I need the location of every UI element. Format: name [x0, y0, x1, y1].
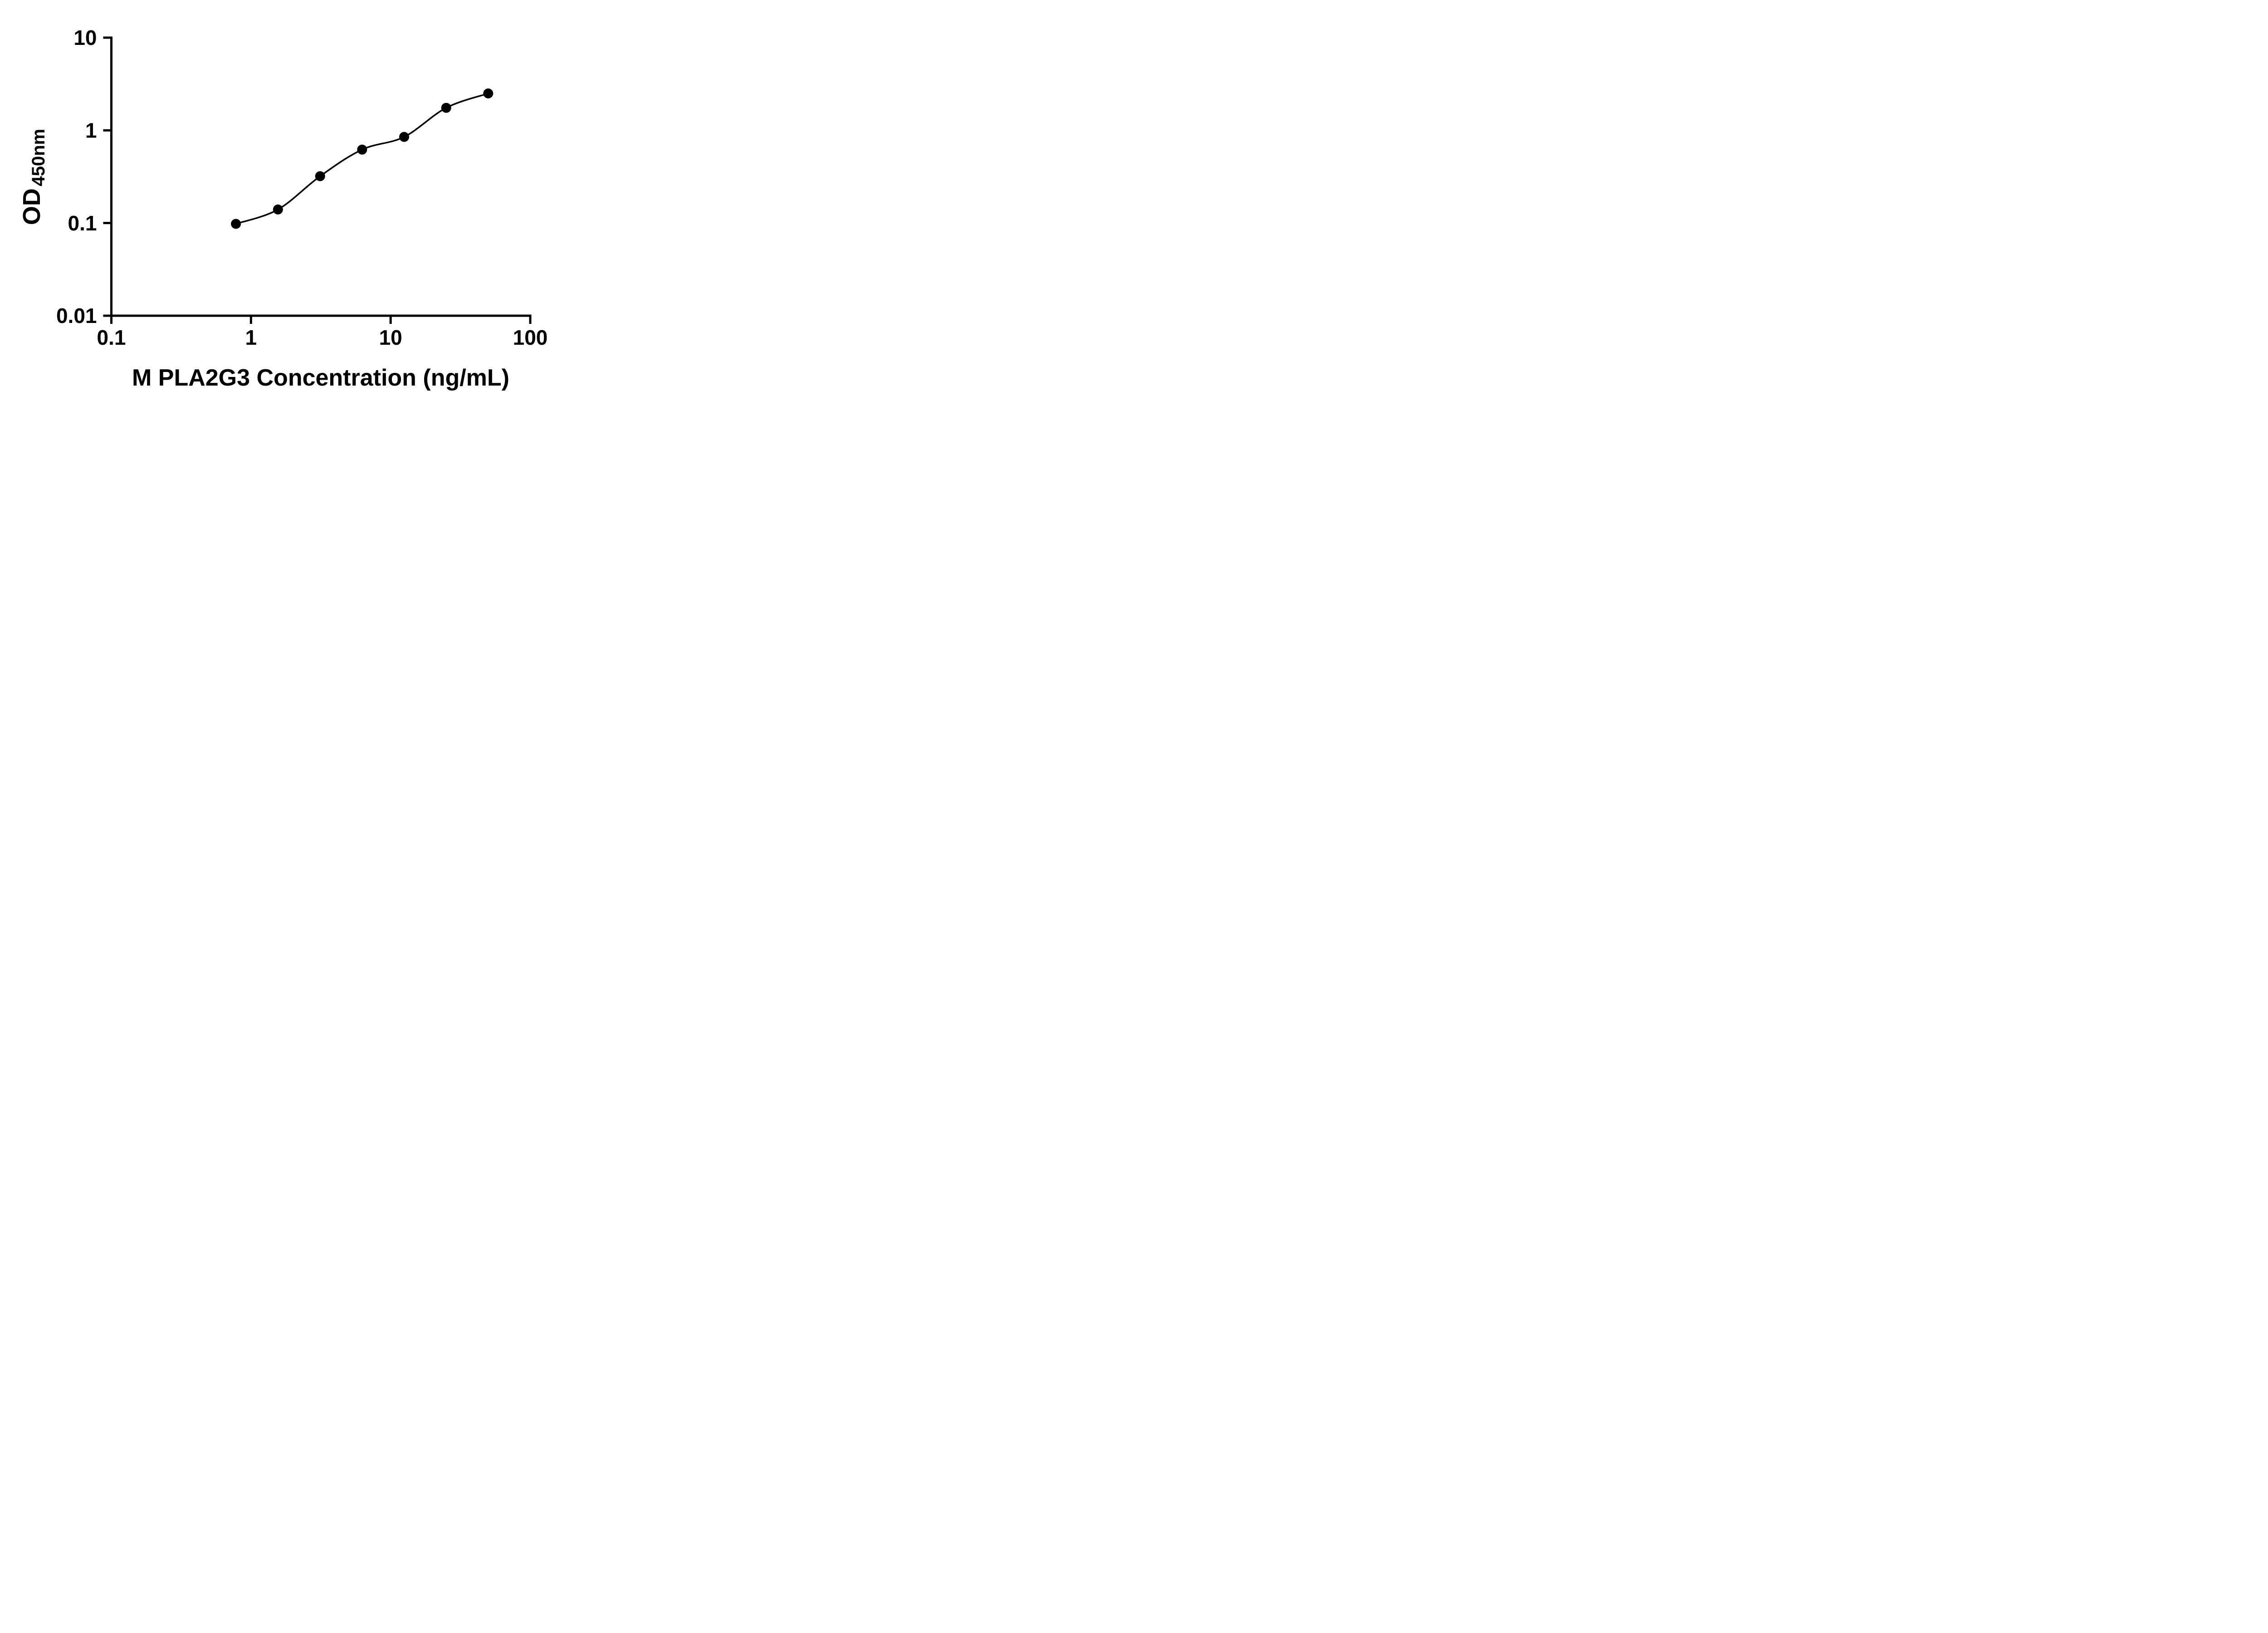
x-tick-label: 10	[379, 326, 402, 349]
x-axis-title: M PLA2G3 Concentration (ng/mL)	[132, 365, 509, 391]
data-point	[357, 144, 367, 155]
y-axis-title-subscript: 450nm	[29, 129, 49, 186]
y-tick-label: 10	[73, 26, 97, 49]
fit-curve	[235, 93, 489, 225]
y-axis-title-main: OD	[18, 188, 45, 225]
y-tick-label: 1	[85, 118, 97, 142]
data-point	[273, 204, 283, 215]
data-point	[231, 219, 241, 229]
chart-page: 0.1 1 10 100 0.01 0.1 1 10 M PLA2G3 Concentrati…	[0, 0, 583, 408]
x-tick-label: 1	[245, 326, 257, 349]
data-point	[441, 103, 451, 113]
data-point	[399, 132, 409, 142]
y-tick-label: 0.1	[68, 211, 97, 235]
y-tick-label: 0.01	[56, 304, 97, 328]
x-tick-label: 100	[513, 326, 548, 349]
y-axis-title: OD 450nm	[18, 129, 49, 225]
data-point	[315, 171, 325, 181]
elisa-standard-curve-figure: 0.1 1 10 100 0.01 0.1 1 10 M PLA2G3 Concentrati…	[0, 0, 583, 408]
x-tick-label: 0.1	[97, 326, 126, 349]
data-point	[483, 88, 494, 98]
